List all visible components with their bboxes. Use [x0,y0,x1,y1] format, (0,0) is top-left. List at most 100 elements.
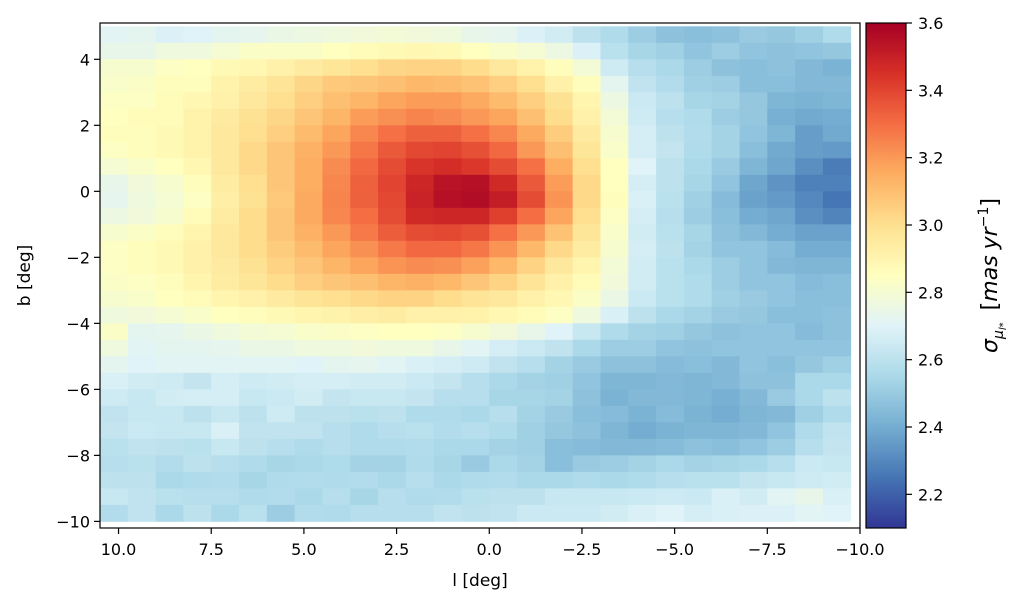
y-tick-label: 4 [80,50,90,69]
heatmap-cell [822,257,852,275]
heatmap-cell [795,59,824,77]
heatmap-cell [322,438,351,456]
heatmap-cell [683,207,713,225]
heatmap-cell [127,372,156,390]
heatmap-cell [739,42,768,60]
heatmap-cell [628,356,657,374]
heatmap-cell [350,92,379,110]
heatmap-cell [350,240,379,258]
heatmap-cell [294,306,323,324]
x-axis: 10.0 7.5 5.0 2.5 0.0 −2.5 −5.0 −7.5 −10.0 [101,528,885,559]
x-tick-label: −7.5 [748,540,787,559]
heatmap-cell [711,92,740,110]
heatmap-cell [544,438,574,456]
heatmap-cell [433,59,462,77]
heatmap-cell [572,455,601,473]
heatmap-cell [739,306,768,324]
heatmap-cell [795,257,824,275]
heatmap-cell [628,158,657,176]
heatmap-cell [767,389,796,407]
heatmap-cell [600,191,629,209]
heatmap-cell [767,108,796,126]
heatmap-cell [600,488,629,506]
heatmap-cell [822,92,852,110]
heatmap-cell [572,339,601,357]
heatmap-cell [100,240,129,258]
heatmap-cell [322,471,351,489]
heatmap-cell [127,108,156,126]
heatmap-cell [433,405,462,423]
heatmap-cell [517,438,546,456]
heatmap-cell [711,240,740,258]
heatmap-cell [127,306,156,324]
heatmap-cell [517,158,546,176]
heatmap-cell [656,59,685,77]
heatmap-cell [656,405,685,423]
heatmap-cell [656,372,685,390]
heatmap-cell [517,306,546,324]
heatmap-cell [711,471,740,489]
heatmap-cell [711,405,740,423]
heatmap-cell [433,389,462,407]
heatmap-cell [517,455,546,473]
heatmap-cell [544,422,574,440]
heatmap-cell [795,356,824,374]
heatmap-cell [795,207,824,225]
heatmap-cell [294,405,323,423]
heatmap-cell [461,257,490,275]
heatmap-cell [322,257,351,275]
heatmap-cell [100,141,129,159]
heatmap-cell [683,273,713,291]
heatmap-cell [433,504,462,522]
heatmap-cell [127,75,156,93]
heatmap-cell [127,422,156,440]
heatmap-cell [378,372,407,390]
y-tick-label: 2 [80,116,90,135]
heatmap-cell [739,405,768,423]
heatmap-cell [350,108,379,126]
heatmap-cell [350,306,379,324]
heatmap-cell [517,240,546,258]
heatmap-cell [155,59,184,77]
heatmap-cell [461,174,490,192]
heatmap-cell [183,273,212,291]
heatmap-cell [656,26,685,44]
heatmap-cell [100,42,129,60]
heatmap-cell [600,224,629,242]
heatmap-cell [100,356,129,374]
heatmap-cell [405,42,435,60]
heatmap-cell [100,174,129,192]
heatmap-cell [100,455,129,473]
heatmap-cell [461,75,490,93]
heatmap-cell [517,174,546,192]
colorbar-axis: 3.6 3.4 3.2 3.0 2.8 2.6 2.4 2.2 [906,14,943,504]
heatmap-cell [822,455,852,473]
heatmap-cell [294,75,323,93]
heatmap-cell [683,26,713,44]
heatmap-cell [489,405,518,423]
heatmap-cell [489,455,518,473]
heatmap-cell [572,158,601,176]
heatmap-cell [239,504,268,522]
heatmap-cell [683,75,713,93]
heatmap-cell [100,471,129,489]
heatmap-cell [739,26,768,44]
heatmap-cell [266,207,296,225]
heatmap-cell [461,158,490,176]
heatmap-cell [405,372,435,390]
heatmap-cell [266,191,296,209]
heatmap-cell [322,488,351,506]
heatmap-cell [100,125,129,143]
heatmap-cell [239,422,268,440]
heatmap-cell [350,59,379,77]
heatmap-cell [322,174,351,192]
heatmap-cell [767,405,796,423]
heatmap-cell [100,422,129,440]
heatmap-cell [572,488,601,506]
heatmap-cell [739,339,768,357]
heatmap-cell [183,323,212,341]
heatmap-cell [211,422,240,440]
colorbar-label-yr: yr [978,225,1003,250]
x-tick-label: −5.0 [655,540,694,559]
heatmap-cell [572,224,601,242]
